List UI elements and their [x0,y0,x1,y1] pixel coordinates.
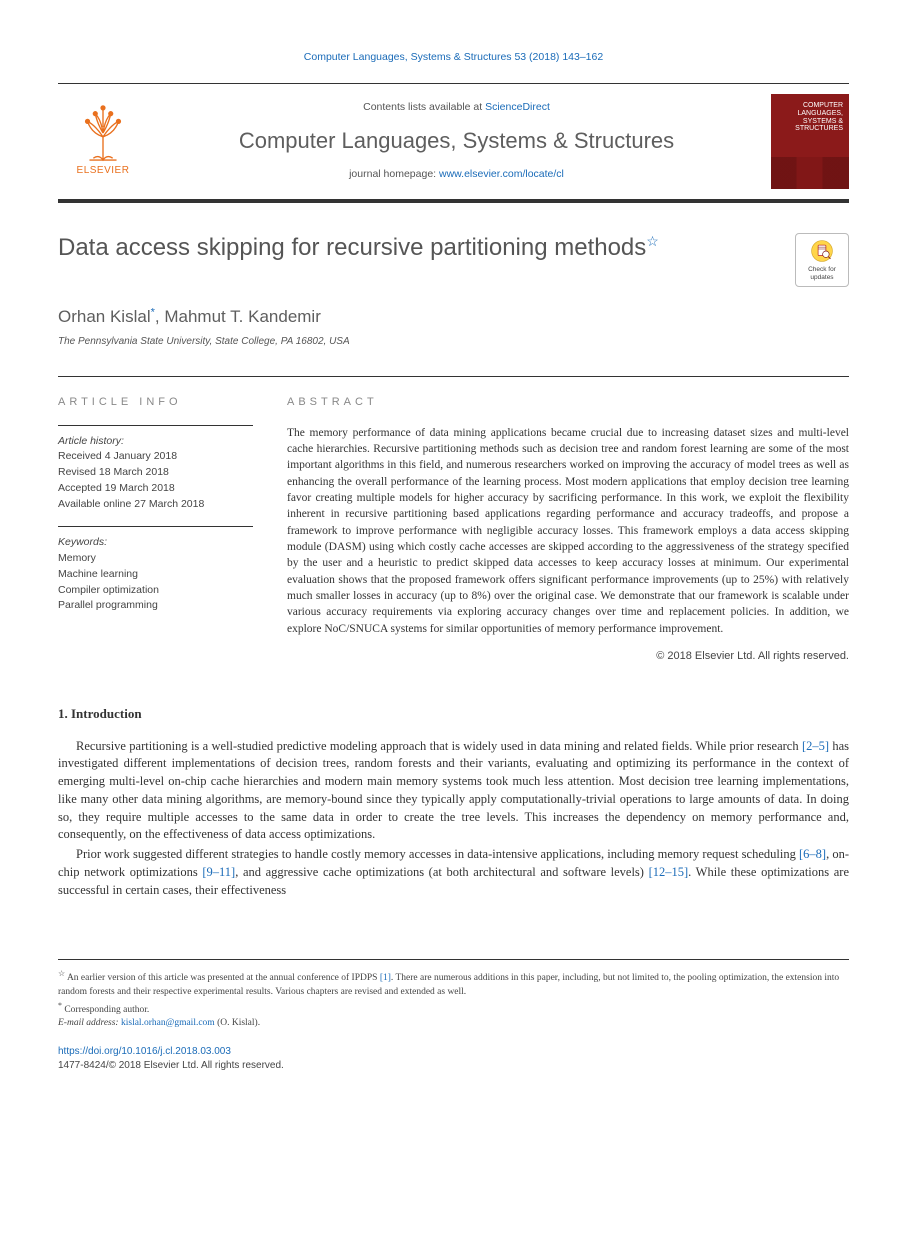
keyword-2: Machine learning [58,567,253,583]
fn-email-who: (O. Kislal). [215,1018,260,1028]
fn-star-text-a: An earlier version of this article was p… [65,974,380,984]
footnote-corresponding: * Corresponding author. [58,1000,849,1018]
elsevier-tree-icon [74,104,132,162]
intro-para-2: Prior work suggested different strategie… [58,846,849,899]
keyword-1: Memory [58,551,253,567]
running-citation: Computer Languages, Systems & Structures… [58,50,849,65]
keyword-4: Parallel programming [58,598,253,614]
masthead-center: Contents lists available at ScienceDirec… [148,94,765,188]
homepage-prefix: journal homepage: [349,168,439,180]
article-info-column: article info Article history: Received 4… [58,395,253,665]
p2a: Prior work suggested different strategie… [76,847,799,861]
updates-icon [809,238,835,264]
info-abstract-row: article info Article history: Received 4… [58,376,849,665]
footnote-email: E-mail address: kislal.orhan@gmail.com (… [58,1017,849,1030]
authors: Orhan Kislal*, Mahmut T. Kandemir [58,305,849,330]
affiliation: The Pennsylvania State University, State… [58,335,849,350]
article-history-block: Article history: Received 4 January 2018… [58,425,253,513]
keyword-3: Compiler optimization [58,583,253,599]
cover-label: COMPUTER LANGUAGES, SYSTEMS & STRUCTURES [771,102,843,133]
intro-para-1: Recursive partitioning is a well-studied… [58,738,849,845]
author-1: Orhan Kislal [58,307,151,326]
contents-available-line: Contents lists available at ScienceDirec… [148,100,765,115]
author-2: Mahmut T. Kandemir [164,307,321,326]
history-accepted: Accepted 19 March 2018 [58,481,253,497]
cite-6-8[interactable]: [6–8] [799,847,826,861]
keywords-label: Keywords: [58,535,253,551]
title-text: Data access skipping for recursive parti… [58,234,646,261]
history-online: Available online 27 March 2018 [58,497,253,513]
article-title: Data access skipping for recursive parti… [58,233,659,263]
check-for-updates-badge[interactable]: Check for updates [795,233,849,287]
homepage-url[interactable]: www.elsevier.com/locate/cl [439,168,564,180]
page-root: Computer Languages, Systems & Structures… [0,0,907,1113]
updates-label: Check for updates [796,266,848,280]
abstract-copyright: © 2018 Elsevier Ltd. All rights reserved… [287,649,849,665]
fn-email-address[interactable]: kislal.orhan@gmail.com [121,1018,215,1028]
issn-copyright: 1477-8424/© 2018 Elsevier Ltd. All right… [58,1059,849,1073]
history-received: Received 4 January 2018 [58,449,253,465]
history-revised: Revised 18 March 2018 [58,465,253,481]
doi-url[interactable]: https://doi.org/10.1016/j.cl.2018.03.003 [58,1045,849,1059]
p1a: Recursive partitioning is a well-studied… [76,739,802,753]
article-info-heading: article info [58,395,253,411]
title-row: Data access skipping for recursive parti… [58,233,849,287]
p1b: has investigated different implementatio… [58,739,849,842]
elsevier-logo: ELSEVIER [58,94,148,188]
abstract-heading: abstract [287,395,849,411]
footnotes: ☆ An earlier version of this article was… [58,959,849,1030]
cite-9-11[interactable]: [9–11] [202,865,235,879]
p2c: , and aggressive cache optimizations (at… [235,865,648,879]
sciencedirect-link[interactable]: ScienceDirect [485,101,550,113]
footnote-star: ☆ An earlier version of this article was… [58,968,849,999]
author-sep: , [155,307,164,326]
keywords-block: Keywords: Memory Machine learning Compil… [58,526,253,614]
section-1-heading: 1. Introduction [58,705,849,724]
journal-name: Computer Languages, Systems & Structures [148,125,765,157]
contents-prefix: Contents lists available at [363,101,485,113]
journal-masthead: ELSEVIER Contents lists available at Sci… [58,83,849,202]
history-label: Article history: [58,434,253,450]
doi-block: https://doi.org/10.1016/j.cl.2018.03.003… [58,1045,849,1073]
fn-corr-text: Corresponding author. [62,1005,149,1015]
cite-2-5[interactable]: [2–5] [802,739,829,753]
homepage-line: journal homepage: www.elsevier.com/locat… [148,167,765,182]
abstract-column: abstract The memory performance of data … [287,395,849,665]
fn-star-cite[interactable]: [1] [380,974,391,984]
title-footnote-star: ☆ [646,233,659,249]
elsevier-wordmark: ELSEVIER [77,164,130,179]
cover-art [771,157,849,189]
abstract-text: The memory performance of data mining ap… [287,425,849,637]
fn-email-label: E-mail address: [58,1018,121,1028]
journal-cover-thumbnail: COMPUTER LANGUAGES, SYSTEMS & STRUCTURES [771,94,849,188]
cite-12-15[interactable]: [12–15] [649,865,689,879]
